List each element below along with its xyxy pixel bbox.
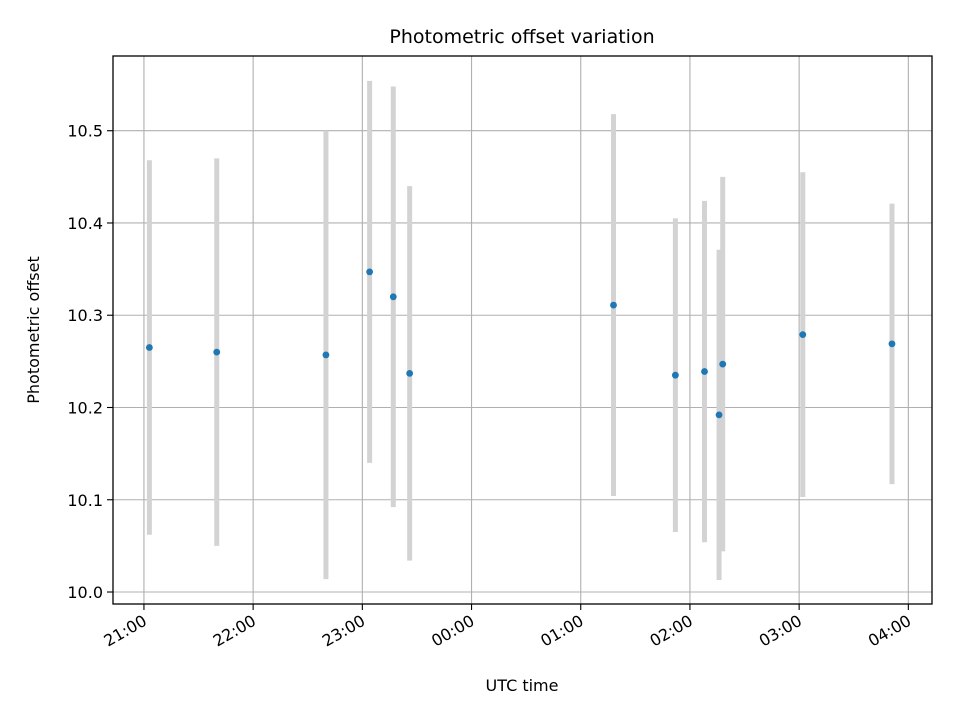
- data-point: [888, 340, 896, 348]
- chart-title: Photometric offset variation: [389, 26, 654, 48]
- data-point: [366, 268, 374, 276]
- grid: [113, 56, 932, 604]
- data-point: [406, 369, 414, 377]
- data-point: [146, 344, 153, 351]
- y-tick-label: 10.5: [67, 122, 103, 141]
- y-tick-label: 10.1: [67, 491, 103, 510]
- y-tick-label: 10.4: [67, 214, 103, 233]
- data-point: [671, 371, 679, 379]
- data-point: [389, 293, 397, 301]
- data-point: [610, 301, 617, 309]
- data-point: [213, 348, 221, 356]
- y-tick-label: 10.0: [67, 583, 103, 602]
- x-axis-label: UTC time: [486, 676, 559, 695]
- data-point: [701, 368, 708, 375]
- plot-frame: [112, 55, 933, 605]
- y-axis-label: Photometric offset: [24, 256, 43, 404]
- data-point: [719, 360, 727, 368]
- y-tick-label: 10.3: [67, 306, 103, 325]
- data-point: [715, 411, 723, 419]
- y-tick-label: 10.2: [67, 398, 103, 417]
- y-axis: 10.0 10.1 10.2 10.3 10.4 10.5: [67, 122, 113, 602]
- data-point: [799, 331, 807, 339]
- data-point: [322, 351, 330, 359]
- data-points: [146, 268, 896, 419]
